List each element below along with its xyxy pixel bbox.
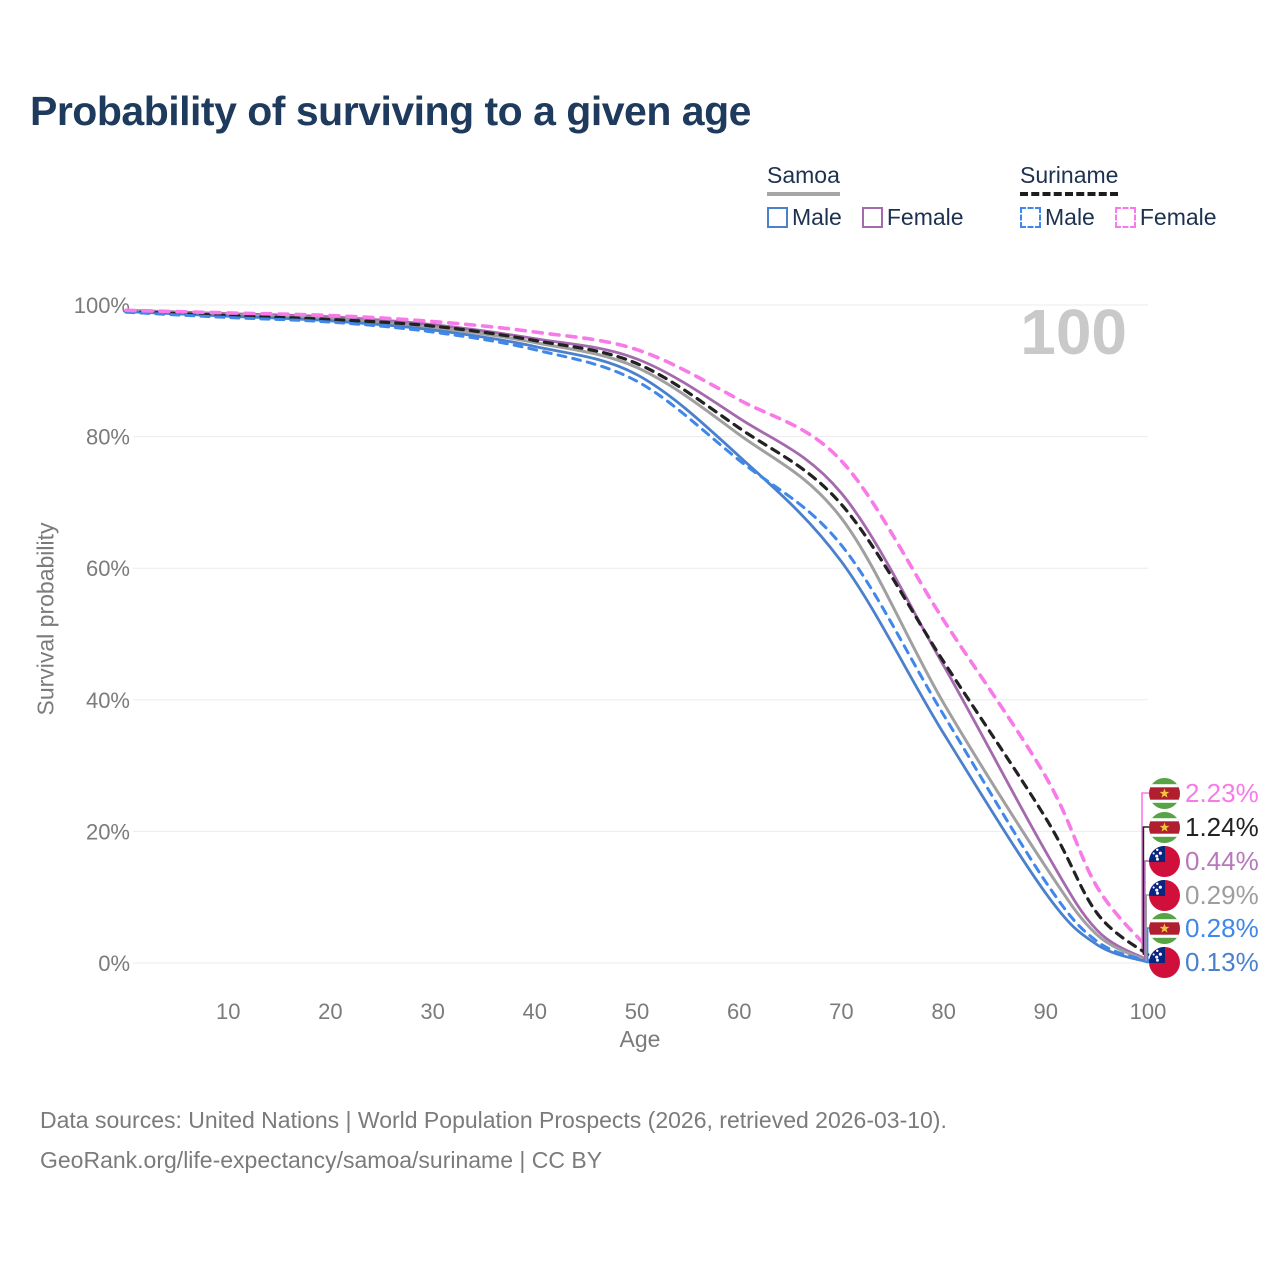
legend-label: Female xyxy=(1139,204,1217,230)
x-axis-title: Age xyxy=(619,1026,661,1052)
attribution-url-text: GeoRank.org/life-expectancy/samoa/surina… xyxy=(40,1147,603,1173)
age-watermark: 100 xyxy=(1020,296,1127,368)
x-tick-label: 30 xyxy=(420,999,444,1024)
legend-header-suriname[interactable]: Suriname xyxy=(1020,162,1119,196)
end-label-value: 0.13% xyxy=(1185,946,1259,977)
end-label-value: 2.23% xyxy=(1185,777,1259,808)
suriname-flag-icon xyxy=(1149,912,1180,944)
x-tick-label: 60 xyxy=(727,999,751,1024)
legend-header-samoa[interactable]: Samoa xyxy=(767,162,840,196)
legend-item-suriname-male[interactable]: Male xyxy=(1020,204,1095,231)
line-samoa-male[interactable] xyxy=(124,310,1150,964)
leader-line-suriname-female xyxy=(1141,792,1150,949)
x-tick-label: 80 xyxy=(931,999,955,1024)
y-tick-label: 60% xyxy=(86,556,130,581)
suriname-female-swatch-icon xyxy=(1114,207,1136,228)
leader-line-samoa-female xyxy=(1144,860,1150,961)
legend-item-samoa-female[interactable]: Female xyxy=(861,204,964,231)
x-tick-label: 90 xyxy=(1034,999,1058,1024)
end-label-row-samoa-male: 0.13% xyxy=(1149,945,1259,979)
leader-line-suriname-total xyxy=(1142,826,1150,955)
legend-item-samoa-male[interactable]: Male xyxy=(767,204,842,231)
samoa-male-swatch-icon xyxy=(767,207,788,228)
y-tick-label: 20% xyxy=(86,819,130,844)
line-suriname-male[interactable] xyxy=(124,310,1150,963)
x-tick-label: 10 xyxy=(216,999,240,1024)
end-label-value: 0.29% xyxy=(1185,879,1259,910)
leader-line-samoa-total xyxy=(1145,894,1150,962)
samoa-female-swatch-icon xyxy=(861,207,883,228)
legend-item-suriname-female[interactable]: Female xyxy=(1114,204,1217,231)
legend-group-samoa: Samoa Male Female xyxy=(767,162,964,231)
line-samoa-female[interactable] xyxy=(124,308,1150,962)
end-label-value: 1.24% xyxy=(1185,811,1259,842)
line-suriname-female[interactable] xyxy=(124,308,1150,951)
end-label-row-samoa-total: 0.29% xyxy=(1149,878,1259,912)
end-label-value: 0.44% xyxy=(1185,845,1259,876)
y-tick-label: 80% xyxy=(86,425,130,450)
y-tick-label: 0% xyxy=(98,951,130,976)
samoa-flag-icon xyxy=(1149,879,1180,911)
legend-label: Male xyxy=(1045,204,1095,230)
legend-label: Male xyxy=(792,204,842,230)
end-label-row-suriname-male: 0.28% xyxy=(1149,911,1259,945)
y-tick-label: 40% xyxy=(86,688,130,713)
end-label-value: 0.28% xyxy=(1185,912,1259,943)
samoa-flag-icon xyxy=(1149,946,1180,978)
end-label-row-suriname-total: 1.24% xyxy=(1149,810,1259,844)
legend-label: Female xyxy=(886,204,964,230)
y-tick-label: 100% xyxy=(74,293,130,318)
suriname-flag-icon xyxy=(1149,777,1180,809)
end-label-row-samoa-female: 0.44% xyxy=(1149,844,1259,878)
x-tick-label: 50 xyxy=(625,999,649,1024)
y-axis-title: Survival probability xyxy=(32,522,59,716)
legend-group-suriname: Suriname Male Female xyxy=(1020,162,1217,231)
page-title: Probability of surviving to a given age xyxy=(30,88,751,134)
line-samoa-total[interactable] xyxy=(124,309,1150,963)
x-tick-label: 100 xyxy=(1130,999,1167,1024)
suriname-flag-icon xyxy=(1149,811,1180,843)
data-sources-text: Data sources: United Nations | World Pop… xyxy=(40,1107,947,1133)
end-label-row-suriname-female: 2.23% xyxy=(1149,776,1259,810)
samoa-flag-icon xyxy=(1149,845,1180,877)
x-tick-label: 20 xyxy=(318,999,342,1024)
x-tick-label: 70 xyxy=(829,999,853,1024)
suriname-male-swatch-icon xyxy=(1020,207,1041,228)
x-tick-label: 40 xyxy=(523,999,547,1024)
line-suriname-total[interactable] xyxy=(124,310,1150,957)
